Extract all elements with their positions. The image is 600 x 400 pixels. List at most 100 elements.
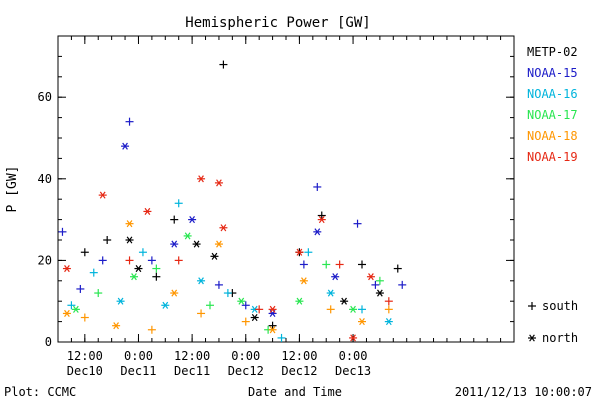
north-point	[192, 240, 201, 248]
x-tick-time-label: 12:00	[67, 349, 103, 363]
south-point	[223, 289, 232, 298]
x-tick-date-label: Dec12	[228, 364, 264, 378]
y-tick-label: 60	[38, 90, 52, 104]
south-point	[152, 264, 161, 273]
series-noaa-18	[62, 220, 393, 334]
north-point	[384, 318, 393, 326]
south-point	[67, 301, 76, 310]
north-point	[125, 220, 134, 228]
north-point	[125, 236, 134, 244]
north-point	[214, 240, 223, 248]
footer-plot-credit: Plot: CCMC	[4, 385, 76, 399]
south-point	[98, 256, 107, 265]
plot-border	[57, 35, 515, 343]
south-point	[317, 211, 326, 220]
south-point	[125, 117, 134, 126]
y-tick-label: 0	[45, 335, 52, 349]
north-point	[197, 277, 206, 285]
north-point	[183, 232, 192, 240]
x-tick-time-label: 12:00	[174, 349, 210, 363]
north-point	[250, 313, 259, 322]
south-point	[174, 199, 183, 208]
north-point	[143, 207, 152, 215]
south-point	[138, 248, 147, 257]
north-point	[299, 277, 308, 285]
south-point	[375, 276, 384, 285]
north-point	[237, 297, 246, 305]
south-point	[384, 297, 393, 306]
south-point	[80, 248, 89, 257]
y-axis-label: P [GW]	[5, 166, 20, 213]
north-point	[295, 248, 304, 256]
y-axis: 0 20 40 60	[38, 35, 514, 349]
series-noaa-17	[71, 232, 384, 334]
south-point	[170, 215, 179, 224]
x-tick-date-label: Dec13	[335, 364, 371, 378]
south-point	[219, 60, 228, 69]
north-point	[358, 318, 366, 326]
x-tick-date-label: Dec11	[120, 364, 156, 378]
x-tick-date-label: Dec11	[174, 364, 210, 378]
x-tick-time-label: 0:00	[339, 349, 368, 363]
chart-title: Hemispheric Power [GW]	[185, 15, 370, 31]
south-point	[214, 280, 223, 289]
north-point	[71, 305, 80, 313]
south-point	[268, 321, 277, 330]
north-point	[317, 216, 326, 224]
south-point	[358, 305, 366, 314]
south-point	[147, 325, 156, 334]
north-point	[366, 273, 375, 281]
south-point	[326, 305, 335, 314]
south-point	[125, 256, 134, 265]
y-tick-label: 40	[38, 172, 52, 186]
north-point	[121, 142, 130, 150]
north-point	[161, 301, 170, 309]
legend-entry-noaa-18: NOAA-18	[527, 129, 578, 143]
north-point	[268, 326, 277, 334]
south-point	[147, 256, 156, 265]
south-point	[206, 301, 214, 310]
north-point	[340, 297, 349, 305]
legend-entry-metp-02: METP-02	[527, 45, 578, 59]
south-point	[103, 236, 112, 244]
north-point	[268, 305, 277, 313]
legend-entry-noaa-19: NOAA-19	[527, 150, 578, 164]
series-metp-02	[80, 60, 402, 330]
south-point	[255, 305, 264, 314]
x-tick-date-label: Dec10	[67, 364, 103, 378]
south-point	[322, 260, 331, 269]
x-tick-time-label: 12:00	[281, 349, 317, 363]
south-point	[353, 219, 362, 228]
north-point	[197, 175, 206, 183]
south-point	[76, 284, 85, 293]
north-point	[214, 179, 223, 187]
north-point	[116, 297, 125, 305]
north-point	[295, 297, 304, 305]
north-point	[170, 240, 179, 248]
data-marks	[58, 60, 407, 342]
north-point	[375, 289, 384, 297]
north-point	[62, 264, 71, 273]
south-point	[94, 289, 103, 298]
south-point	[80, 313, 89, 322]
south-point	[152, 272, 161, 281]
south-point	[335, 260, 344, 269]
north-point	[268, 309, 277, 318]
south-point	[299, 260, 308, 269]
south-marker-symbol	[528, 302, 536, 310]
marker-legend-south: south	[542, 299, 578, 313]
north-point	[134, 264, 143, 273]
legend-entry-noaa-16: NOAA-16	[527, 87, 578, 101]
x-tick-time-label: 0:00	[124, 349, 153, 363]
marker-legend-north: north	[542, 331, 578, 345]
north-point	[219, 224, 228, 232]
north-point	[112, 322, 121, 330]
footer-timestamp: 2011/12/13 10:00:07	[455, 385, 592, 399]
south-point	[371, 280, 380, 289]
north-marker-symbol	[528, 334, 536, 342]
north-point	[331, 273, 340, 281]
north-point	[130, 273, 138, 281]
south-point	[384, 305, 393, 314]
north-point	[326, 289, 335, 297]
